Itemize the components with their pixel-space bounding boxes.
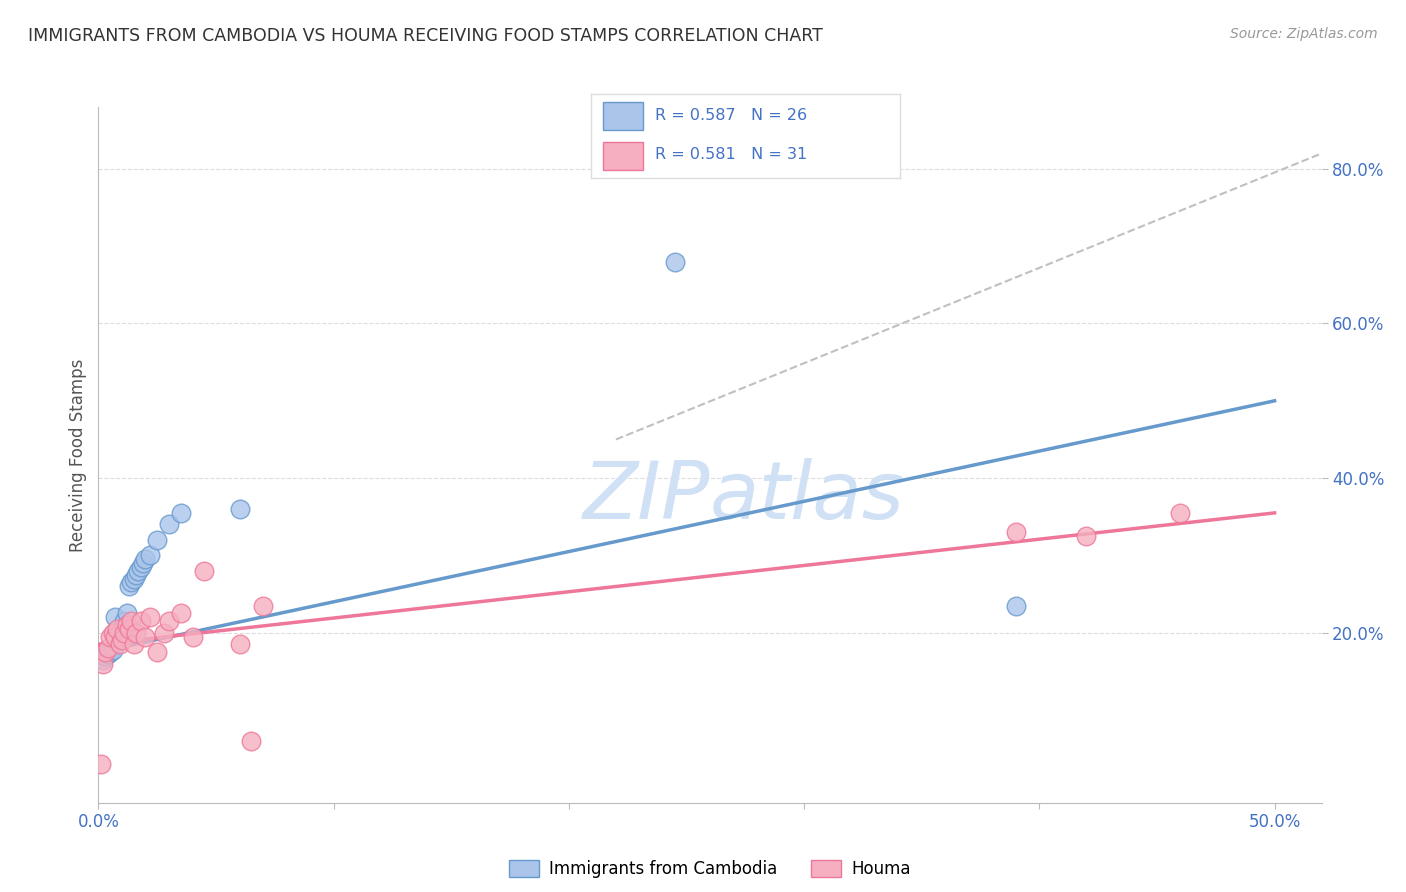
Text: Source: ZipAtlas.com: Source: ZipAtlas.com [1230, 27, 1378, 41]
Point [228, 502, 250, 516]
Point [181, 630, 204, 644]
Point [98, 645, 121, 659]
Point [193, 564, 215, 578]
Point [122, 637, 145, 651]
Point [97, 648, 120, 662]
Point [134, 630, 156, 644]
Point [108, 637, 131, 651]
Point [139, 549, 162, 563]
Point [129, 614, 152, 628]
Point [120, 575, 142, 590]
Point [252, 599, 274, 613]
Point [115, 618, 138, 632]
Point [90, 757, 112, 772]
Point [240, 734, 263, 748]
Point [157, 517, 180, 532]
Point [120, 614, 142, 628]
Text: R = 0.587   N = 26: R = 0.587 N = 26 [655, 108, 807, 123]
Point [118, 622, 141, 636]
Point [104, 630, 127, 644]
Point [146, 645, 169, 659]
Point [153, 625, 176, 640]
Text: R = 0.581   N = 31: R = 0.581 N = 31 [655, 147, 807, 162]
Point [1004, 525, 1026, 540]
Bar [603, 142, 643, 169]
Point [146, 533, 169, 547]
Point [112, 614, 135, 628]
Point [108, 625, 131, 640]
Point [97, 641, 120, 656]
Point [115, 607, 138, 621]
Text: ZIP: ZIP [582, 458, 710, 536]
Point [1004, 599, 1026, 613]
Bar [603, 103, 643, 130]
Point [101, 625, 124, 640]
Point [94, 648, 117, 663]
Point [129, 560, 152, 574]
Point [91, 657, 114, 671]
Text: atlas: atlas [710, 458, 905, 536]
Legend: Immigrants from Cambodia, Houma: Immigrants from Cambodia, Houma [503, 854, 917, 885]
Point [228, 637, 250, 651]
Y-axis label: Receiving Food Stamps: Receiving Food Stamps [69, 359, 87, 551]
Point [125, 567, 148, 582]
Point [125, 625, 148, 640]
Point [134, 552, 156, 566]
Point [170, 607, 193, 621]
Point [122, 572, 145, 586]
Point [105, 622, 128, 636]
Point [112, 625, 135, 640]
Point [111, 633, 134, 648]
Point [98, 630, 121, 644]
Point [111, 622, 134, 636]
Point [118, 579, 141, 593]
Point [1076, 529, 1098, 543]
Point [127, 564, 149, 578]
Point [94, 645, 117, 659]
Point [157, 614, 180, 628]
Point [664, 254, 686, 268]
Point [170, 506, 193, 520]
Point [105, 630, 128, 644]
Text: IMMIGRANTS FROM CAMBODIA VS HOUMA RECEIVING FOOD STAMPS CORRELATION CHART: IMMIGRANTS FROM CAMBODIA VS HOUMA RECEIV… [28, 27, 823, 45]
Point [101, 642, 124, 657]
Point [139, 610, 162, 624]
Point [91, 653, 114, 667]
Point [1170, 506, 1192, 520]
Point [104, 610, 127, 624]
Point [132, 556, 155, 570]
